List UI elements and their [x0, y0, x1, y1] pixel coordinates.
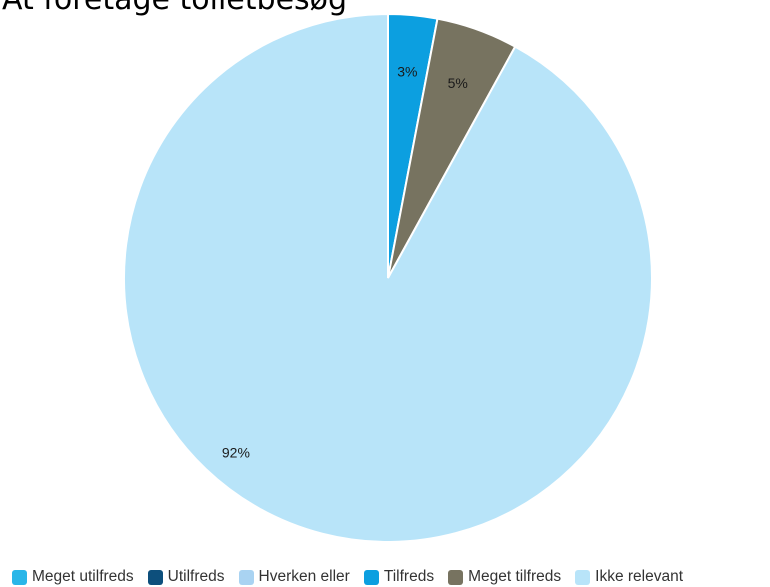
legend-item[interactable]: Meget utilfreds — [12, 568, 134, 586]
legend-item[interactable]: Hverken eller — [238, 568, 350, 586]
legend-swatch — [575, 569, 591, 585]
legend-item[interactable]: Utilfreds — [147, 568, 225, 586]
legend-label: Ikke relevant — [595, 568, 684, 585]
legend-label: Hverken eller — [258, 568, 350, 585]
legend-swatch — [147, 569, 163, 585]
slice-value-label: 5% — [448, 75, 468, 91]
legend-item[interactable]: Ikke relevant — [575, 568, 683, 586]
pie-chart: 3% 5% 92% — [123, 12, 653, 543]
legend-label: Tilfreds — [383, 568, 435, 585]
pie-slice-ikke-relevant — [123, 12, 653, 543]
legend-label: Meget tilfreds — [468, 568, 562, 585]
legend-swatch — [363, 569, 379, 585]
legend-label: Meget utilfreds — [32, 568, 134, 585]
slice-value-label: 92% — [222, 444, 250, 460]
legend-swatch — [448, 569, 464, 585]
legend: Meget utilfreds Utilfreds Hverken eller Til… — [12, 568, 683, 586]
legend-swatch — [12, 569, 27, 585]
chart-title: At foretage toiletbesøg — [2, 0, 347, 17]
legend-swatch — [238, 569, 254, 585]
legend-item[interactable]: Meget tilfreds — [448, 568, 561, 586]
legend-label: Utilfreds — [167, 568, 225, 585]
slice-value-label: 3% — [397, 64, 417, 80]
legend-item[interactable]: Tilfreds — [363, 568, 435, 586]
